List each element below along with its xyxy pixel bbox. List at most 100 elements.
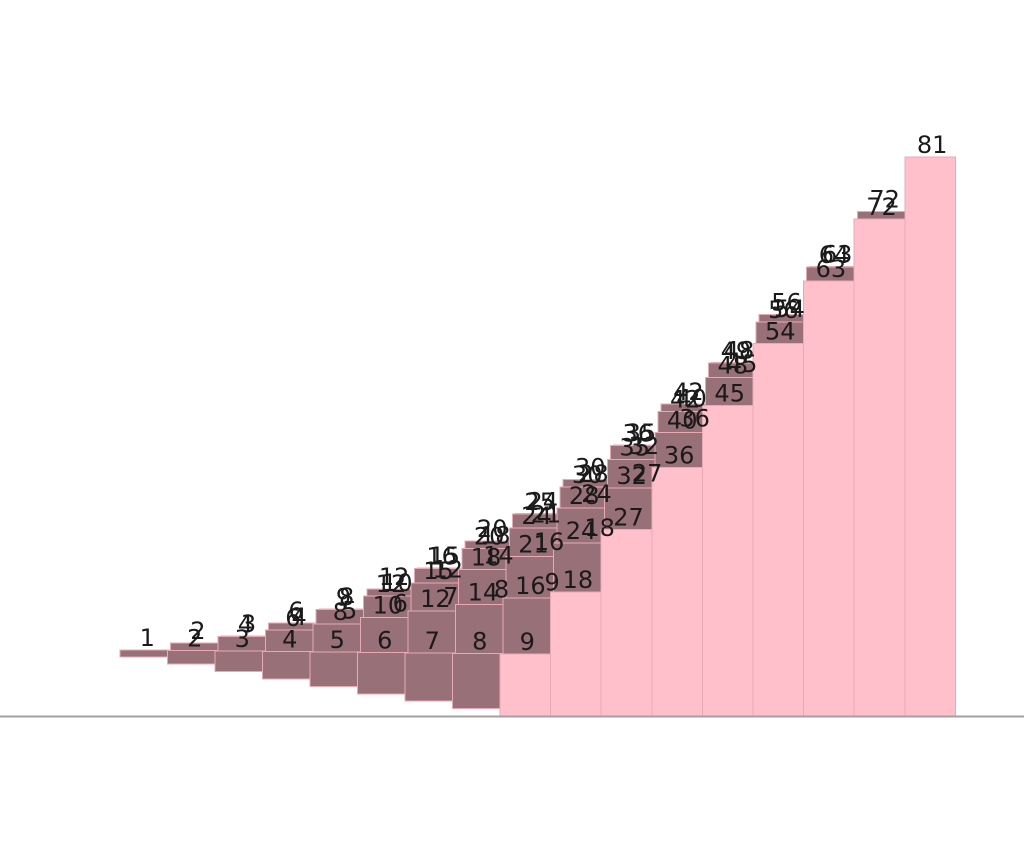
data-label-row4-col8: 32 (629, 432, 660, 460)
bar-row7-col1 (404, 652, 457, 702)
data-label-row9-col2: 18 (563, 566, 594, 594)
data-label-row7-col9: 63 (822, 240, 853, 268)
data-label-row5-col2: 10 (373, 591, 404, 619)
data-label-row8-col9: 72 (869, 186, 900, 214)
data-label-row6-col5: 30 (572, 461, 603, 489)
data-label-row1-col1: 1 (140, 624, 155, 652)
data-label-row9-col1: 9 (520, 628, 535, 656)
data-label-row9-col3: 27 (613, 504, 644, 532)
data-label-row6-col6: 36 (623, 419, 654, 447)
data-label-row8-col4: 32 (616, 462, 647, 490)
data-label-row1-col5: 5 (342, 596, 357, 624)
data-label-row3-col9: 27 (632, 459, 663, 487)
data-label-row3-col3: 9 (336, 584, 351, 612)
data-label-row6-col9: 54 (774, 295, 805, 323)
data-label-row8-col7: 56 (768, 296, 799, 324)
data-label-row9-col9: 81 (917, 131, 948, 159)
bar-row9-col2 (550, 591, 602, 717)
data-label-row3-col5: 15 (429, 542, 460, 570)
data-label-row2-col8: 16 (534, 528, 565, 556)
bar-row9-col5 (701, 404, 754, 717)
data-label-row4-col2: 8 (333, 598, 348, 626)
data-label-row7-col6: 42 (670, 385, 701, 413)
data-label-row5-col4: 20 (474, 522, 505, 550)
bar-row9-col3 (600, 529, 653, 717)
bars-group (119, 156, 956, 717)
data-label-row1-col9: 9 (544, 569, 559, 597)
data-label-row3-col7: 21 (531, 501, 562, 529)
data-label-row6-col1: 6 (377, 626, 392, 654)
data-label-row3-col6: 18 (480, 521, 511, 549)
data-label-row2-col1: 2 (187, 624, 202, 652)
bar-row3-col1 (214, 650, 267, 673)
data-label-row5-col7: 35 (626, 419, 657, 447)
data-label-row5-col9: 45 (727, 350, 758, 378)
data-label-row6-col2: 12 (420, 585, 451, 613)
data-label-row9-col7: 63 (816, 255, 847, 283)
data-label-row9-col6: 54 (765, 317, 796, 345)
data-label-row2-col3: 6 (288, 597, 303, 625)
data-label-row2-col6: 12 (433, 555, 464, 583)
data-label-row4-col9: 36 (679, 405, 710, 433)
labels-group: 1 2 3 4 5 6 7 8 92 4 6 8 10 12 14 16 1836912151821242748… (140, 131, 948, 656)
data-label-row1-col8: 8 (494, 576, 509, 604)
data-label-row7-col3: 21 (518, 530, 549, 558)
data-label-row3-col4: 12 (379, 563, 410, 591)
data-label-row2-col5: 10 (382, 569, 413, 597)
data-label-row3-col8: 24 (581, 480, 612, 508)
data-label-row4-col4: 16 (426, 543, 457, 571)
bar-row9-col6 (752, 342, 805, 717)
bar-row9-col8 (853, 218, 906, 717)
data-label-row1-col3: 3 (241, 610, 256, 638)
data-label-row2-col4: 8 (339, 583, 354, 611)
data-label-row3-col1: 3 (235, 625, 250, 653)
data-label-row6-col8: 48 (724, 337, 755, 365)
bar-row9-col9 (904, 156, 956, 717)
data-label-row6-col7: 42 (673, 378, 704, 406)
data-label-row5-col6: 30 (575, 453, 606, 481)
data-label-row7-col5: 35 (619, 434, 650, 462)
data-label-row1-col7: 7 (443, 583, 458, 611)
data-label-row2-col7: 14 (483, 542, 514, 570)
data-label-row7-col8: 56 (771, 289, 802, 317)
data-label-row7-col4: 28 (569, 482, 600, 510)
data-label-row9-col8: 72 (866, 193, 897, 221)
data-label-row7-col2: 14 (468, 579, 499, 607)
data-label-row8-col5: 40 (667, 407, 698, 435)
data-label-row9-col5: 45 (714, 379, 745, 407)
data-label-row5-col1: 5 (330, 626, 345, 654)
data-label-row6-col3: 18 (471, 544, 502, 572)
data-label-row1-col6: 6 (393, 589, 408, 617)
data-label-row8-col6: 48 (718, 351, 749, 379)
data-label-row5-col5: 25 (524, 488, 555, 516)
data-label-row7-col1: 7 (425, 627, 440, 655)
data-label-row1-col4: 4 (291, 603, 306, 631)
data-label-row4-col7: 28 (578, 460, 609, 488)
data-label-row7-col7: 49 (721, 337, 752, 365)
bar-row2-col1 (167, 649, 219, 665)
bar-row8-col1 (452, 652, 504, 710)
data-label-row6-col4: 24 (521, 502, 552, 530)
data-label-row2-col9: 18 (584, 514, 615, 542)
data-label-row9-col4: 36 (664, 442, 695, 470)
bar-row9-col7 (803, 280, 855, 717)
data-label-row5-col8: 40 (676, 384, 707, 412)
data-label-row5-col3: 15 (423, 557, 454, 585)
data-label-row4-col3: 12 (376, 570, 407, 598)
bar-row6-col1 (357, 651, 409, 695)
data-label-row1-col2: 2 (190, 617, 205, 645)
data-label-row4-col1: 4 (282, 625, 297, 653)
bar-row9-col1 (499, 653, 552, 717)
data-label-row8-col1: 8 (472, 627, 487, 655)
data-label-row8-col3: 24 (566, 517, 597, 545)
bar-row9-col4 (651, 467, 703, 717)
data-label-row3-col2: 6 (285, 604, 300, 632)
data-label-row8-col2: 16 (515, 572, 546, 600)
data-label-row4-col5: 20 (477, 515, 508, 543)
bar-row5-col1 (309, 651, 362, 687)
data-label-row4-col6: 24 (528, 487, 559, 515)
bar-row4-col1 (262, 650, 314, 680)
data-label-row8-col8: 64 (819, 241, 850, 269)
data-label-row2-col2: 4 (238, 611, 253, 639)
